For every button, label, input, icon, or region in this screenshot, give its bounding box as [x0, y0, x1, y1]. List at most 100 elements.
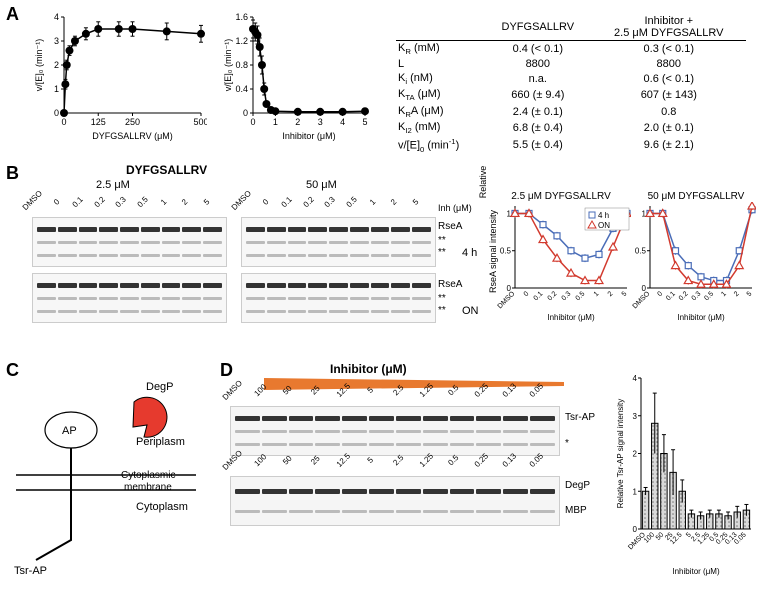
svg-text:DMSO: DMSO	[632, 290, 652, 310]
svg-text:250: 250	[125, 117, 140, 127]
degp-label: DegP	[146, 381, 174, 393]
param-table: DYFGSALLRV Inhibitor + 2.5 μM DYFGSALLRV…	[396, 14, 746, 155]
svg-text:0.8: 0.8	[235, 60, 248, 70]
svg-text:1: 1	[720, 290, 728, 298]
cytomem-label2: membrane	[124, 482, 172, 493]
panel-c: DegP AP Periplasm Cytoplasmic membrane C…	[6, 360, 206, 590]
svg-text:2: 2	[295, 117, 300, 127]
svg-text:0.5: 0.5	[500, 247, 512, 256]
svg-text:0.5: 0.5	[635, 247, 647, 256]
svg-text:4 h: 4 h	[598, 211, 609, 220]
svg-text:1: 1	[273, 117, 278, 127]
svg-text:v/[E]₀ (min⁻¹): v/[E]₀ (min⁻¹)	[223, 39, 233, 91]
svg-text:5: 5	[362, 117, 367, 127]
svg-text:4: 4	[340, 117, 345, 127]
svg-text:0: 0	[656, 290, 664, 298]
gel-col-2: DMSO00.10.20.30.5125	[241, 201, 436, 323]
mbp-r: MBP	[565, 505, 587, 516]
svg-text:2: 2	[633, 450, 638, 459]
periplasm-label: Periplasm	[136, 436, 185, 448]
chart-b1: 2.5 μM DYFGSALLRV 00.51DMSO00.10.20.30.5…	[491, 191, 631, 321]
cb-ylabel2: RseA signal intensity	[488, 210, 498, 293]
chart-b2-title: 50 μM DYFGSALLRV	[626, 191, 762, 202]
tsrap-label: Tsr-AP	[14, 565, 47, 577]
table-head-2a: Inhibitor +	[598, 15, 740, 27]
svg-text:1: 1	[633, 487, 638, 496]
diagram-c: DegP AP Periplasm Cytoplasmic membrane C…	[6, 360, 206, 590]
svg-text:0: 0	[243, 108, 248, 118]
svg-text:0.3: 0.3	[561, 290, 573, 302]
svg-text:5: 5	[746, 290, 754, 298]
gel-b2-on	[241, 273, 436, 323]
gel-b1-4h	[32, 217, 227, 267]
chart-a2-svg: 0 0.4 0.8 1.2 1.6 0 1 2 3 4 5 Inhibitor (μM) v/[E]₀ …	[221, 11, 371, 141]
chart-a2: 00.40.81.21.6012345Inhibitor (μM)v/[E]₀ …	[221, 11, 371, 136]
svg-text:0.1: 0.1	[665, 290, 677, 302]
b-cond2: 50 μM	[306, 179, 337, 191]
svg-text:4: 4	[54, 12, 59, 22]
table-head-2b: 2.5 μM DYFGSALLRV	[598, 27, 740, 39]
cytomem-label1: Cytoplasmic	[121, 470, 175, 481]
b-title: DYFGSALLRV	[126, 163, 207, 177]
svg-text:0: 0	[250, 117, 255, 127]
chart-a1-svg: 0 1 2 3 4 0 125 250 500 DYFGSALLRV (μM) v/[E]₀ (mi…	[32, 11, 207, 141]
svg-text:ON: ON	[598, 221, 610, 230]
svg-text:1: 1	[54, 84, 59, 94]
svg-text:Relative Tsr-AP signal intensi: Relative Tsr-AP signal intensity	[616, 399, 625, 509]
tsr-line	[36, 448, 71, 560]
svg-text:100: 100	[643, 531, 656, 544]
panel-d: Inhibitor (μM) DMSO100502512.552.51.250.…	[220, 360, 750, 590]
svg-text:2: 2	[54, 60, 59, 70]
timeon: ON	[462, 305, 479, 317]
time4h: 4 h	[462, 247, 477, 259]
svg-text:3: 3	[633, 412, 638, 421]
svg-text:0: 0	[633, 525, 638, 534]
svg-text:2: 2	[607, 290, 615, 298]
svg-text:0: 0	[523, 290, 531, 298]
tsrap-r: Tsr-AP	[565, 412, 595, 423]
ap-label: AP	[62, 425, 77, 437]
cb-ylabel1: Relative	[478, 137, 488, 227]
chart-b1-title: 2.5 μM DYFGSALLRV	[491, 191, 631, 202]
svg-text:0.2: 0.2	[547, 290, 559, 302]
chart-b2: 50 μM DYFGSALLRV 00.51DMSO00.10.20.30.51…	[626, 191, 762, 321]
svg-text:3: 3	[54, 36, 59, 46]
svg-text:DYFGSALLRV (μM): DYFGSALLRV (μM)	[92, 131, 173, 141]
svg-text:Inhibitor (μM): Inhibitor (μM)	[547, 313, 595, 322]
star1: **	[438, 235, 446, 246]
svg-text:Inhibitor (μM): Inhibitor (μM)	[282, 131, 335, 141]
svg-text:0.5: 0.5	[703, 290, 715, 302]
cytoplasm-label: Cytoplasm	[136, 501, 188, 513]
svg-text:2: 2	[733, 290, 741, 298]
svg-text:1: 1	[642, 209, 647, 218]
rsea-lbl2: RseA	[438, 279, 462, 290]
svg-text:1: 1	[593, 290, 601, 298]
svg-text:125: 125	[91, 117, 106, 127]
star-d: *	[565, 438, 569, 449]
svg-text:1: 1	[507, 209, 512, 218]
degp-shape	[133, 397, 167, 437]
svg-text:500: 500	[193, 117, 207, 127]
svg-text:0.4: 0.4	[235, 84, 248, 94]
b-cond1: 2.5 μM	[96, 179, 130, 191]
panel-b: DYFGSALLRV 2.5 μM 50 μM DMSO00.10.20.30.…	[6, 163, 756, 343]
gel-b2-4h	[241, 217, 436, 267]
chart-d: 01234DMSO100502512.552.51.250.50.250.130…	[615, 372, 755, 572]
gel-b1-on	[32, 273, 227, 323]
inh-label: Inh (μM)	[438, 203, 472, 213]
svg-text:Inhibitor (μM): Inhibitor (μM)	[677, 313, 725, 322]
svg-text:0.3: 0.3	[691, 290, 703, 302]
svg-text:3: 3	[318, 117, 323, 127]
star4: **	[438, 305, 446, 316]
chart-a1: 012340125250500DYFGSALLRV (μM)v/[E]₀ (mi…	[32, 11, 207, 136]
gel-col-1: DMSO00.10.20.30.5125	[32, 201, 227, 323]
star3: **	[438, 293, 446, 304]
svg-text:0: 0	[54, 108, 59, 118]
svg-text:v/[E]₀ (min⁻¹): v/[E]₀ (min⁻¹)	[34, 39, 44, 91]
svg-text:0: 0	[61, 117, 66, 127]
star2: **	[438, 247, 446, 258]
svg-text:4: 4	[633, 374, 638, 383]
svg-text:1.2: 1.2	[235, 36, 248, 46]
svg-text:1.6: 1.6	[235, 12, 248, 22]
svg-text:0.5: 0.5	[575, 290, 587, 302]
